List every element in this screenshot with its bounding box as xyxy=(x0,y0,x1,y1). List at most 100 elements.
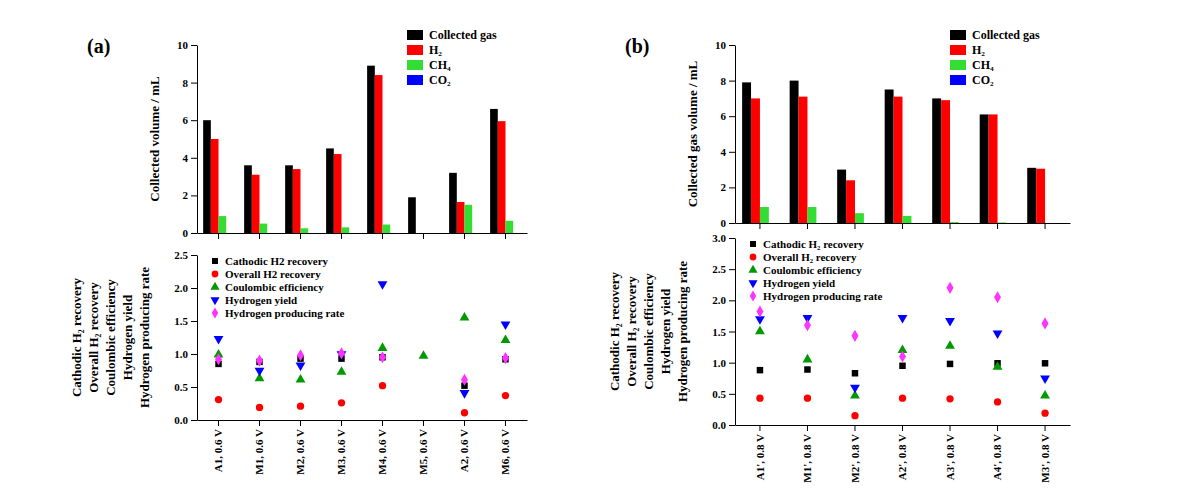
figure: 0246810Collected volume / mL(a)Collected… xyxy=(0,0,1177,502)
y-axis-title: Hydrogen yield xyxy=(658,288,673,374)
bar xyxy=(760,207,769,223)
tick-label: 2.5 xyxy=(174,249,188,261)
point xyxy=(850,385,860,394)
legend-label: Coulombic efficiency xyxy=(763,264,862,276)
point xyxy=(755,326,765,335)
tick: 2.5 xyxy=(174,249,197,261)
point xyxy=(899,363,905,369)
y-axis: 0.00.51.01.52.02.53.0 xyxy=(712,232,735,431)
tick: 6 xyxy=(183,114,198,126)
bar xyxy=(903,216,912,223)
bar xyxy=(1045,223,1054,224)
legend-item: CO₂ xyxy=(950,73,994,87)
legend-swatch xyxy=(950,60,966,70)
point xyxy=(215,353,222,365)
tick xyxy=(807,223,808,229)
plot-area xyxy=(742,81,1045,223)
tick-mark xyxy=(191,120,197,121)
chart-panel: 0246810Collected volume / mL(a)Collected… xyxy=(87,28,528,239)
bar xyxy=(457,202,465,233)
point xyxy=(460,312,470,321)
tick xyxy=(423,233,424,239)
legend-symbol xyxy=(750,290,756,301)
bar xyxy=(1036,169,1045,223)
tick-label: 2.0 xyxy=(712,294,726,306)
bar xyxy=(932,98,941,223)
panel-label: (b) xyxy=(625,35,649,58)
tick: M1', 0.8 V xyxy=(801,425,813,483)
legend-item: Hydrogen yield xyxy=(748,277,835,289)
tick-mark xyxy=(191,420,197,421)
tick-mark xyxy=(191,321,197,322)
point xyxy=(337,366,347,375)
tick xyxy=(505,233,506,239)
legend-label: CO₂ xyxy=(429,73,451,87)
tick-mark xyxy=(218,233,219,239)
tick-mark xyxy=(759,223,760,229)
tick-label: 4 xyxy=(721,146,727,158)
legend-label: Collected gas xyxy=(972,28,1040,42)
tick-mark xyxy=(191,354,197,355)
tick-mark xyxy=(729,116,735,117)
tick: 1.0 xyxy=(174,348,197,360)
point xyxy=(804,366,810,372)
legend-label: CH₄ xyxy=(972,58,994,72)
point xyxy=(296,374,306,383)
bar xyxy=(472,233,480,234)
legend-label: Hydrogen producing rate xyxy=(225,307,344,319)
bar xyxy=(864,223,873,224)
tick xyxy=(382,233,383,239)
legend-item: H₂ xyxy=(950,43,985,57)
tick-label: 1.5 xyxy=(174,315,188,327)
bar xyxy=(751,98,760,223)
legend: Cathodic H2 recoveryOverall H2 recoveryC… xyxy=(210,255,344,319)
tick xyxy=(902,223,903,229)
tick-mark xyxy=(300,420,301,426)
legend-symbol xyxy=(748,265,757,273)
bar xyxy=(989,114,998,223)
bar xyxy=(342,227,350,233)
point xyxy=(947,361,953,367)
bar xyxy=(816,223,825,224)
tick-mark xyxy=(729,187,735,188)
tick-mark xyxy=(191,45,197,46)
tick: A2, 0.6 V xyxy=(458,420,470,472)
bar xyxy=(326,148,334,233)
y-axis: 0246810 xyxy=(177,39,198,239)
tick-label: 4 xyxy=(183,152,189,164)
legend-label: H₂ xyxy=(972,43,985,57)
legend-label: Cathodic H₂ recovery xyxy=(763,238,864,250)
tick: 4 xyxy=(183,152,198,164)
tick-mark xyxy=(729,332,735,333)
tick-label: 0.0 xyxy=(712,419,726,431)
tick: M3', 0.8 V xyxy=(1039,425,1051,483)
x-axis xyxy=(198,233,528,239)
point xyxy=(297,349,304,361)
bar xyxy=(959,223,968,224)
point xyxy=(378,342,388,351)
tick-mark xyxy=(729,394,735,395)
tick-label: 3.0 xyxy=(712,232,726,244)
tick-mark xyxy=(997,223,998,229)
tick: 10 xyxy=(715,39,735,51)
tick: 8 xyxy=(183,77,198,89)
legend-symbol xyxy=(212,258,218,264)
point xyxy=(255,368,265,377)
legend-item: Hydrogen producing rate xyxy=(750,290,883,302)
tick-mark xyxy=(807,223,808,229)
axis-line xyxy=(735,239,736,426)
tick-mark xyxy=(950,223,951,229)
tick: 6 xyxy=(721,110,736,122)
point xyxy=(461,374,468,386)
tick-mark xyxy=(807,425,808,431)
point xyxy=(993,361,1003,370)
point xyxy=(419,350,429,359)
point xyxy=(804,319,811,331)
tick-label: 0.5 xyxy=(712,388,726,400)
y-axis-title: Overall H₂ recovery xyxy=(624,276,639,387)
tick-label: A3', 0.8 V xyxy=(944,434,956,480)
legend-label: Overall H₂ recovery xyxy=(763,251,857,263)
bar xyxy=(998,222,1007,223)
legend-item: CH₄ xyxy=(950,58,994,72)
legend-item: Collected gas xyxy=(950,28,1040,42)
